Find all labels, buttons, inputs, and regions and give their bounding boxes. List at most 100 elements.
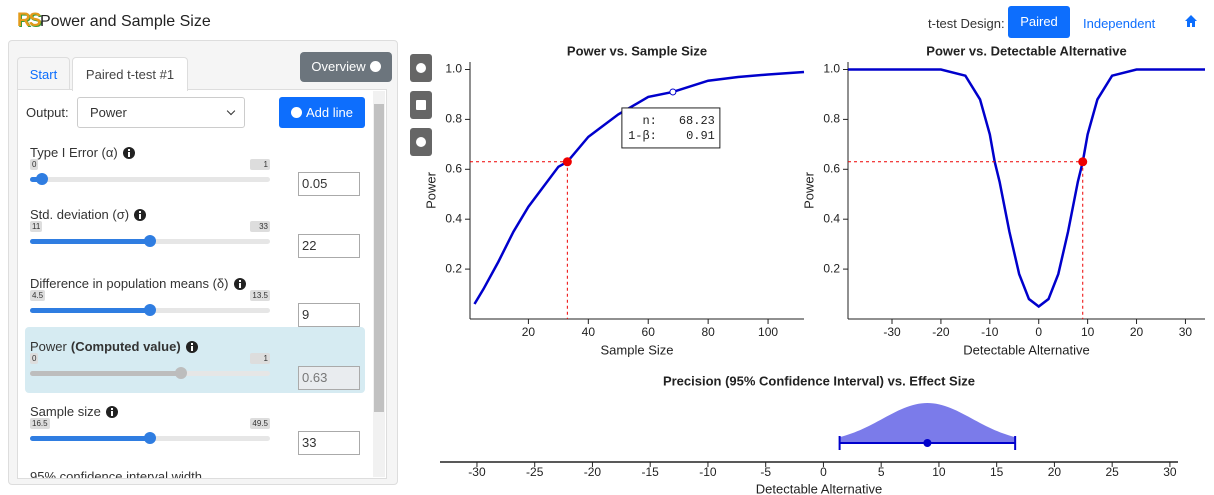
chart-title: Power vs. Detectable Alternative <box>926 43 1126 58</box>
tooltip-x-name: n: <box>642 114 656 128</box>
chart-title: Power vs. Sample Size <box>567 43 707 58</box>
design-label: t-test Design: <box>928 16 1005 31</box>
tool-button[interactable] <box>410 91 432 119</box>
tool-glyph <box>416 63 426 73</box>
clipped-label: 95% confidence interval width <box>30 470 202 478</box>
help-icon <box>369 61 381 72</box>
y-tick-label: 0.4 <box>823 211 840 225</box>
info-icon <box>122 146 135 159</box>
x-tick-label: 80 <box>701 325 715 339</box>
design-paired[interactable]: Paired <box>1008 6 1070 38</box>
info-icon <box>105 405 118 418</box>
x-tick-label: -30 <box>883 325 901 339</box>
tab-start[interactable]: Start <box>17 57 70 90</box>
tooltip-x-value: 68.23 <box>679 114 715 128</box>
selected-point <box>562 157 572 167</box>
slider-fill <box>30 371 182 376</box>
add-line-text: Add line <box>306 105 353 120</box>
label-text: Type I Error (α) <box>30 145 118 160</box>
y-tick-label: 1.0 <box>823 62 840 76</box>
value-input[interactable]: 33 <box>298 431 360 455</box>
hover-point <box>669 88 677 96</box>
slider-thumb[interactable] <box>36 173 48 185</box>
x-axis-label: Detectable Alternative <box>756 481 882 495</box>
chart-title: Precision (95% Confidence Interval) vs. … <box>663 373 975 388</box>
slider-thumb[interactable] <box>144 432 156 444</box>
info-icon <box>233 277 246 290</box>
slider-min: 4.5 <box>30 290 46 301</box>
output-select[interactable]: Power <box>77 97 245 128</box>
slider-min: 0 <box>30 353 39 364</box>
power-curve <box>848 68 1205 309</box>
y-tick-label: 0.6 <box>823 161 840 175</box>
slider-fill <box>30 436 150 441</box>
x-tick-label: 60 <box>642 325 656 339</box>
density <box>839 403 1016 443</box>
x-tick-label: 100 <box>758 325 778 339</box>
y-tick-label: 1.0 <box>445 62 462 76</box>
y-tick-label: 0.2 <box>445 261 462 275</box>
scroll-thumb <box>374 104 384 412</box>
tool-glyph <box>416 100 426 110</box>
logo: RS <box>17 10 41 31</box>
y-tick-label: 0.8 <box>823 112 840 126</box>
x-tick-label: 0 <box>820 465 827 479</box>
add-line-button[interactable]: Add line <box>279 97 365 128</box>
tool-button[interactable] <box>410 128 432 156</box>
label-text: Power <box>30 339 67 354</box>
content <box>17 89 387 479</box>
slider-max: 1 <box>250 159 270 170</box>
overview-button[interactable]: Overview <box>300 52 392 82</box>
y-tick-label: 0.8 <box>445 112 462 126</box>
x-tick-label: -30 <box>468 465 486 479</box>
x-tick-label: 40 <box>582 325 596 339</box>
info-icon <box>134 208 147 221</box>
x-tick-label: 30 <box>1163 465 1177 479</box>
slider-thumb <box>175 367 188 379</box>
slider-min: 11 <box>30 221 43 232</box>
value-input[interactable]: 0.05 <box>298 172 360 196</box>
value-input[interactable]: 9 <box>298 303 360 327</box>
slider-thumb[interactable] <box>144 235 156 247</box>
info-icon <box>185 340 198 353</box>
x-tick-label: -15 <box>642 465 660 479</box>
y-tick-label: 0.4 <box>445 211 462 225</box>
estimate-point <box>923 439 932 447</box>
y-tick-label: 0.6 <box>445 161 462 175</box>
label-text: Std. deviation (σ) <box>30 207 130 222</box>
x-tick-label: -20 <box>932 325 950 339</box>
x-axis-label: Sample Size <box>601 342 674 357</box>
tool-glyph <box>416 137 426 147</box>
slider-max: 13.5 <box>250 290 270 301</box>
slider-fill <box>30 239 150 244</box>
overview-text: Overview <box>311 59 366 74</box>
x-tick-label: 15 <box>990 465 1004 479</box>
x-tick-label: 10 <box>932 465 946 479</box>
design-independent[interactable]: Independent <box>1083 16 1156 31</box>
tool-button[interactable] <box>410 54 432 82</box>
label-text: Difference in population means (δ) <box>30 276 229 291</box>
value-input[interactable]: 22 <box>298 234 360 258</box>
slider-fill <box>30 308 150 313</box>
power-curve <box>473 70 805 305</box>
app-title: Power and Sample Size <box>40 13 211 30</box>
output-label: Output: <box>26 105 69 120</box>
x-tick-label: 10 <box>1081 325 1095 339</box>
x-tick-label: 30 <box>1179 325 1193 339</box>
x-tick-label: -10 <box>699 465 717 479</box>
y-tick-label: 0.2 <box>823 261 840 275</box>
x-tick-label: -5 <box>760 465 771 479</box>
selected-point <box>1078 157 1088 167</box>
plus-icon <box>291 107 302 118</box>
label-text: Sample size <box>30 404 101 419</box>
chevron <box>226 106 236 116</box>
tab-active[interactable]: Paired t-test #1 <box>72 57 188 91</box>
x-tick-label: 5 <box>878 465 885 479</box>
home-icon[interactable] <box>1184 14 1198 28</box>
input-label: Sample size <box>30 404 118 419</box>
slider-thumb[interactable] <box>144 304 156 316</box>
y-axis-label: Power <box>801 171 816 209</box>
input-label: Type I Error (α) <box>30 145 135 160</box>
